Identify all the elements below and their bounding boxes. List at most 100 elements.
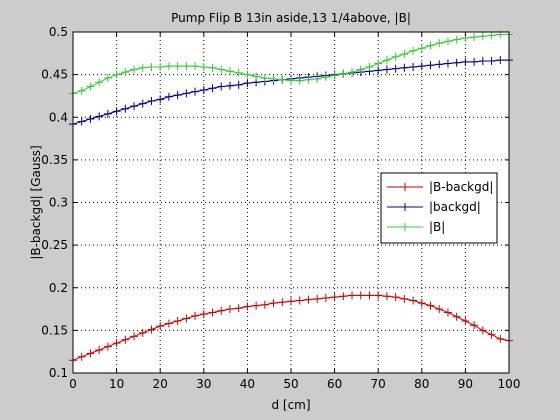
data-point xyxy=(199,62,208,71)
data-point xyxy=(95,345,104,354)
data-point xyxy=(461,316,470,325)
data-point xyxy=(470,57,479,66)
data-point xyxy=(156,95,165,104)
data-point xyxy=(191,311,200,320)
y-tick-label: 0.35 xyxy=(41,153,68,167)
data-point xyxy=(173,62,182,71)
data-point xyxy=(313,74,322,83)
legend-marker xyxy=(401,203,409,211)
data-point xyxy=(382,65,391,74)
data-point xyxy=(103,342,112,351)
data-point xyxy=(321,73,330,82)
x-tick-label: 10 xyxy=(109,377,124,391)
data-point xyxy=(225,81,234,90)
data-point xyxy=(278,75,287,84)
data-point xyxy=(470,321,479,330)
data-point xyxy=(478,32,487,41)
data-point xyxy=(234,80,243,89)
data-point xyxy=(191,62,200,71)
x-tick-label: 0 xyxy=(69,377,77,391)
data-point xyxy=(417,44,426,53)
data-point xyxy=(156,322,165,331)
data-point xyxy=(217,82,226,91)
data-point xyxy=(452,312,461,321)
data-point xyxy=(173,316,182,325)
x-tick-label: 50 xyxy=(283,377,298,391)
data-point xyxy=(287,76,295,85)
data-point xyxy=(374,59,383,68)
data-point xyxy=(304,75,313,84)
data-point xyxy=(287,297,295,306)
data-point xyxy=(199,310,208,319)
data-point xyxy=(426,41,435,50)
data-point xyxy=(121,104,130,113)
data-point xyxy=(147,325,156,334)
data-point xyxy=(452,58,461,67)
data-point xyxy=(330,293,339,302)
legend-marker xyxy=(401,223,409,231)
data-point xyxy=(225,305,234,314)
data-point xyxy=(130,332,139,341)
data-point xyxy=(409,62,418,71)
x-axis-label: d [cm] xyxy=(271,398,310,412)
data-point xyxy=(156,62,165,71)
x-tick-label: 30 xyxy=(196,377,211,391)
data-point xyxy=(478,56,487,65)
data-point xyxy=(496,334,505,343)
data-point xyxy=(435,305,444,314)
data-point xyxy=(443,59,452,68)
data-point xyxy=(121,68,130,77)
y-tick-label: 0.15 xyxy=(41,323,68,337)
data-point xyxy=(330,71,339,80)
data-point xyxy=(208,63,217,72)
data-point xyxy=(269,74,278,83)
data-point xyxy=(304,295,313,304)
data-point xyxy=(260,300,269,309)
legend-label: |B-backgd| xyxy=(429,180,493,194)
data-point xyxy=(278,298,287,307)
data-point xyxy=(295,296,304,305)
data-point xyxy=(243,302,252,311)
data-point xyxy=(243,70,252,79)
data-point xyxy=(400,63,409,72)
series-layer xyxy=(69,30,513,365)
data-point xyxy=(130,102,139,111)
y-tick-label: 0.25 xyxy=(41,238,68,252)
data-point xyxy=(138,99,147,108)
data-point xyxy=(77,352,86,361)
legend-entry: |backgd| xyxy=(387,200,481,214)
data-point xyxy=(417,299,426,308)
x-tick-label: 60 xyxy=(327,377,342,391)
data-point xyxy=(400,294,409,303)
data-point xyxy=(225,67,234,76)
data-point xyxy=(95,78,104,87)
data-point xyxy=(173,91,182,100)
data-point xyxy=(112,339,121,348)
data-point xyxy=(234,68,243,77)
data-point xyxy=(121,335,130,344)
data-point xyxy=(95,112,104,121)
series-2 xyxy=(69,30,513,98)
data-point xyxy=(365,62,374,71)
data-point xyxy=(409,46,418,55)
data-point xyxy=(426,61,435,70)
x-tick-label: 90 xyxy=(458,377,473,391)
legend-entry: |B| xyxy=(387,220,445,234)
y-tick-label: 0.4 xyxy=(49,110,68,124)
legend: |B-backgd| |backgd| |B| xyxy=(380,172,498,244)
legend-box xyxy=(380,172,498,244)
data-point xyxy=(461,57,470,66)
y-tick-label: 0.5 xyxy=(49,25,68,39)
data-point xyxy=(391,52,400,61)
y-tick-label: 0.1 xyxy=(49,366,68,380)
data-point xyxy=(217,306,226,315)
data-point xyxy=(103,109,112,118)
data-point xyxy=(391,293,400,302)
data-point xyxy=(374,291,383,300)
data-point xyxy=(260,74,269,83)
data-point xyxy=(348,291,357,300)
data-point xyxy=(86,349,95,358)
data-point xyxy=(234,304,243,313)
